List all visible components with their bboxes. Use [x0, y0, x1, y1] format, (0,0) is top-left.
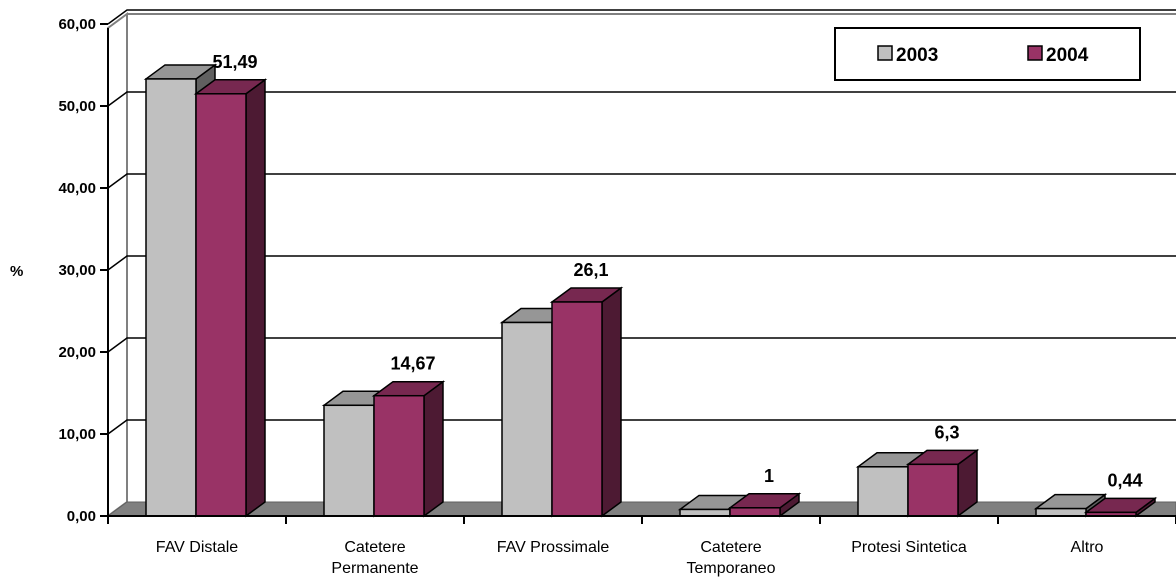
- data-label: 14,67: [390, 354, 435, 374]
- bar-front: [373, 394, 425, 517]
- bar-front: [501, 321, 553, 517]
- gridline: [107, 337, 1176, 353]
- bar-2004-4: [905, 448, 980, 518]
- gridlines: [107, 9, 1176, 435]
- y-tick-label: 10,00: [58, 426, 96, 443]
- y-tick-label: 50,00: [58, 98, 96, 115]
- x-category-label: Protesi Sintetica: [851, 539, 967, 556]
- y-tick-label: 30,00: [58, 262, 96, 279]
- y-tick-labels: 0,00 10,00 20,00 30,00 40,00 50,00 60,00: [58, 16, 96, 525]
- side-wall: [107, 12, 128, 518]
- bar-front: [907, 463, 959, 517]
- legend-label-2003: 2003: [896, 45, 938, 66]
- bar-side: [245, 78, 266, 518]
- y-tick-label: 20,00: [58, 344, 96, 361]
- axes: [100, 23, 1176, 524]
- bar-front: [551, 301, 603, 517]
- y-tick-label: 40,00: [58, 180, 96, 197]
- legend-label-2004: 2004: [1046, 45, 1089, 66]
- data-label: 0,44: [1107, 470, 1142, 490]
- data-label: 1: [764, 466, 774, 486]
- chart-walls: [106, 12, 1176, 518]
- data-label: 6,3: [934, 422, 959, 442]
- x-category-label: Altro: [1071, 539, 1104, 556]
- bars: [143, 63, 1158, 518]
- data-label: 51,49: [212, 52, 257, 72]
- bar-side: [601, 286, 622, 518]
- y-axis-label: %: [10, 263, 23, 280]
- x-category-label: FAV Distale: [156, 539, 239, 556]
- y-tick-label: 60,00: [58, 16, 96, 33]
- bar-2004-1: [371, 380, 446, 518]
- floor: [106, 501, 1176, 517]
- x-category-label: FAV Prossimale: [497, 539, 610, 556]
- legend-swatch-2004: [1027, 45, 1043, 61]
- gridline: [107, 255, 1176, 271]
- data-labels: 51,49 14,67 26,1 1 6,3 0,44: [212, 52, 1142, 491]
- x-category-label: Catetere Permanente: [331, 539, 418, 577]
- gridline: [107, 173, 1176, 189]
- x-category-label: Catetere Temporaneo: [687, 539, 776, 577]
- bar-front: [1035, 507, 1087, 517]
- legend-swatch-2003: [877, 45, 893, 61]
- data-label: 26,1: [573, 260, 608, 280]
- bar-2004-2: [549, 286, 624, 518]
- y-tick-label: 0,00: [67, 508, 96, 525]
- bar-front: [323, 404, 375, 517]
- x-category-labels: FAV Distale Catetere Permanente FAV Prossim…: [156, 539, 1104, 577]
- bar-side: [423, 380, 444, 518]
- bar-front: [857, 466, 909, 517]
- bar-2004-0: [193, 78, 268, 518]
- gridline: [107, 91, 1176, 107]
- gridline: [107, 419, 1176, 435]
- bar-front: [729, 507, 781, 517]
- bar-2004-3: [727, 492, 802, 518]
- bar-front: [195, 93, 247, 517]
- bar-front: [145, 78, 197, 517]
- gridline: [107, 9, 1176, 25]
- legend: 2003 2004: [834, 27, 1141, 81]
